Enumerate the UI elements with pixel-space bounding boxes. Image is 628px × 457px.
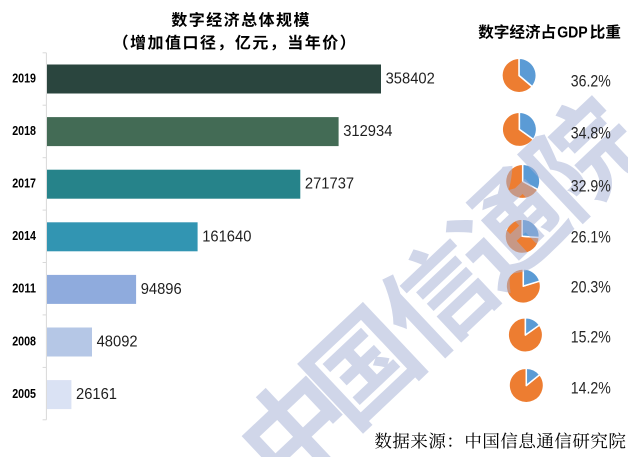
svg-text:2008: 2008 [12, 333, 36, 348]
svg-text:312934: 312934 [343, 123, 392, 140]
svg-text:2017: 2017 [12, 176, 36, 191]
svg-text:32.9%: 32.9% [571, 177, 611, 196]
svg-text:26161: 26161 [76, 386, 117, 403]
svg-text:94896: 94896 [141, 281, 182, 298]
svg-text:34.8%: 34.8% [571, 123, 611, 142]
svg-text:14.2%: 14.2% [571, 378, 611, 397]
svg-text:161640: 161640 [202, 228, 251, 245]
svg-text:15.2%: 15.2% [571, 328, 611, 347]
svg-text:26.1%: 26.1% [571, 227, 611, 246]
svg-text:2018: 2018 [12, 123, 36, 138]
svg-text:20.3%: 20.3% [571, 277, 611, 296]
svg-text:271737: 271737 [305, 176, 354, 193]
svg-text:2011: 2011 [12, 281, 36, 296]
svg-text:2005: 2005 [12, 386, 36, 401]
svg-text:2019: 2019 [12, 70, 36, 85]
svg-text:36.2%: 36.2% [571, 71, 611, 90]
svg-text:48092: 48092 [97, 334, 138, 351]
svg-text:2014: 2014 [12, 228, 36, 243]
svg-text:358402: 358402 [386, 71, 435, 88]
svg-text:GDP: GDP [557, 25, 588, 42]
